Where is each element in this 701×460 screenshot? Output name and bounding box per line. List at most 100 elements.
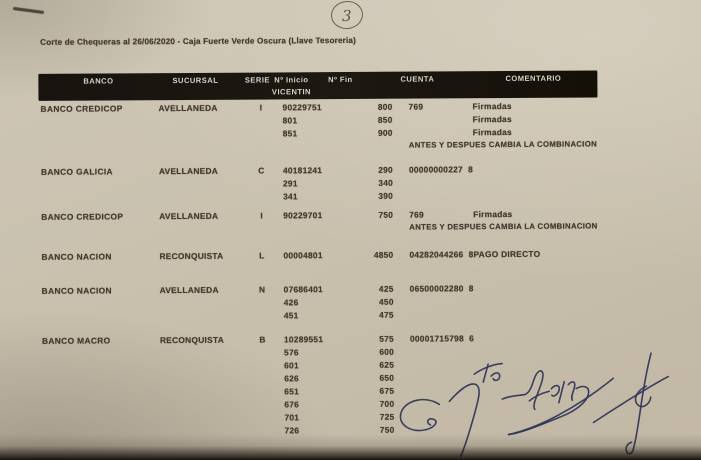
page-number-circle: 3 [329, 0, 365, 31]
cell-numero-inicio: 90229751 [282, 102, 322, 113]
cell-comentario [473, 162, 598, 176]
bank-group: BANCO CREDICOP AVELLANEDA I 90229701 750 769 F… [39, 207, 598, 236]
table-subheader: VICENTIN [271, 86, 311, 96]
cell-sucursal [159, 178, 244, 192]
cell-cuenta: 00000000227 8 [408, 164, 474, 175]
cell-cuenta [394, 308, 474, 321]
cell-serie [245, 372, 280, 385]
cell-numero-fin: 700 [379, 398, 395, 409]
cell-serie [245, 296, 280, 309]
cell-banco [40, 399, 160, 413]
cell-numero-fin: 600 [379, 346, 395, 357]
cell-banco [39, 191, 159, 205]
table-row: 451 475 [40, 307, 599, 323]
cell-numero-inicio: 291 [282, 178, 298, 189]
cell-sucursal: AVELLANEDA [159, 210, 219, 222]
cell-banco [40, 310, 160, 324]
cell-banco: BANCO NACION [41, 285, 112, 296]
cell-sucursal: AVELLANEDA [159, 284, 219, 296]
cell-serie: C [258, 165, 265, 176]
cell-numero-fin: 750 [378, 209, 394, 220]
combination-note: ANTES Y DESPUES CAMBIA LA COMBINACION [409, 221, 598, 232]
cell-serie: L [259, 250, 265, 261]
table-header: BANCO SUCURSAL SERIE Nº Inicio Nº Fin CU… [38, 70, 598, 101]
cell-sucursal: AVELLANEDA [158, 102, 218, 114]
cell-numero-fin: 425 [378, 283, 394, 294]
cell-banco [39, 178, 159, 192]
cell-banco [40, 373, 160, 387]
cell-banco [40, 386, 160, 400]
cell-sucursal [160, 347, 245, 361]
cell-serie [244, 114, 279, 127]
cell-numero-inicio: 601 [284, 360, 299, 371]
cell-sucursal [159, 128, 244, 142]
cell-sucursal: AVELLANEDA [158, 165, 219, 177]
cell-sucursal [160, 310, 245, 324]
cell-numero-fin: 290 [378, 164, 393, 175]
cell-cuenta [393, 113, 473, 126]
cell-numero-fin: 650 [379, 372, 395, 383]
col-header-comentario: COMENTARIO [505, 73, 562, 84]
col-header-serie: SERIE [244, 75, 270, 85]
cell-numero-fin: 625 [379, 359, 395, 370]
cell-sucursal [159, 191, 244, 205]
cell-comentario [474, 294, 599, 308]
cell-serie [244, 177, 279, 190]
table-row: 341 390 [39, 188, 598, 204]
cell-serie: B [259, 334, 266, 345]
cell-banco: BANCO CREDICOP [41, 211, 124, 222]
cell-cuenta: 769 [408, 101, 424, 112]
cell-serie [245, 359, 280, 372]
cell-serie: N [258, 284, 266, 295]
cell-sucursal [160, 373, 245, 387]
cell-numero-inicio: 451 [283, 310, 299, 321]
cell-numero-fin: 900 [377, 127, 393, 138]
cell-banco [39, 128, 159, 142]
cell-comentario [473, 175, 598, 189]
cell-numero-inicio: 40181241 [282, 165, 323, 176]
cell-serie: I [259, 102, 263, 113]
cell-numero-fin: 4850 [373, 249, 394, 260]
cell-sucursal [160, 412, 245, 426]
cell-numero-inicio: 651 [284, 386, 300, 397]
cell-cuenta: 06500002280 8 [409, 283, 474, 294]
cell-comentario [474, 281, 599, 295]
cell-banco: BANCO NACION [41, 251, 112, 262]
cell-numero-inicio: 851 [282, 128, 298, 139]
cell-banco [40, 412, 160, 426]
cell-banco [40, 297, 160, 311]
cell-sucursal [159, 115, 244, 129]
table-row: BANCO NACION RECONQUISTA L 00004801 4850 0428… [39, 247, 598, 263]
cell-sucursal [160, 399, 245, 413]
cell-banco [40, 360, 160, 374]
bank-group: BANCO GALICIA AVELLANEDA C 40181241 290 00000… [39, 162, 598, 204]
cell-numero-inicio: 801 [282, 115, 298, 126]
cell-comentario [474, 331, 599, 345]
cell-sucursal: RECONQUISTA [159, 250, 224, 262]
cell-cuenta [394, 295, 474, 308]
cell-numero-inicio: 90229701 [283, 210, 323, 221]
cell-serie [245, 411, 280, 424]
cell-numero-inicio: 341 [283, 191, 298, 202]
cell-comentario: Firmadas [472, 126, 512, 138]
bank-group: BANCO NACION RECONQUISTA L 00004801 4850 0428… [39, 247, 598, 263]
col-header-cuenta: CUENTA [400, 74, 435, 84]
cell-banco [39, 115, 159, 129]
cell-numero-fin: 390 [378, 190, 394, 201]
cell-numero-fin: 475 [379, 309, 394, 320]
cell-banco: BANCO MACRO [41, 335, 111, 346]
cell-cuenta [393, 126, 473, 139]
cell-numero-fin: 575 [379, 333, 394, 344]
cell-numero-inicio: 426 [283, 297, 299, 308]
cell-numero-inicio: 626 [284, 373, 299, 384]
col-header-banco: BANCO [83, 76, 114, 86]
cell-numero-fin: 850 [377, 114, 393, 125]
cell-comentario: Firmadas [473, 208, 513, 220]
cell-serie [245, 309, 280, 322]
bank-group: BANCO CREDICOP AVELLANEDA I 90229751 800 769 F… [39, 99, 598, 154]
cell-comentario: Firmadas [472, 113, 512, 125]
cell-numero-fin: 800 [377, 101, 393, 112]
cell-serie [244, 127, 279, 140]
bank-group: BANCO NACION AVELLANEDA N 07686401 425 065000… [40, 281, 599, 323]
cell-numero-fin: 450 [378, 296, 394, 307]
